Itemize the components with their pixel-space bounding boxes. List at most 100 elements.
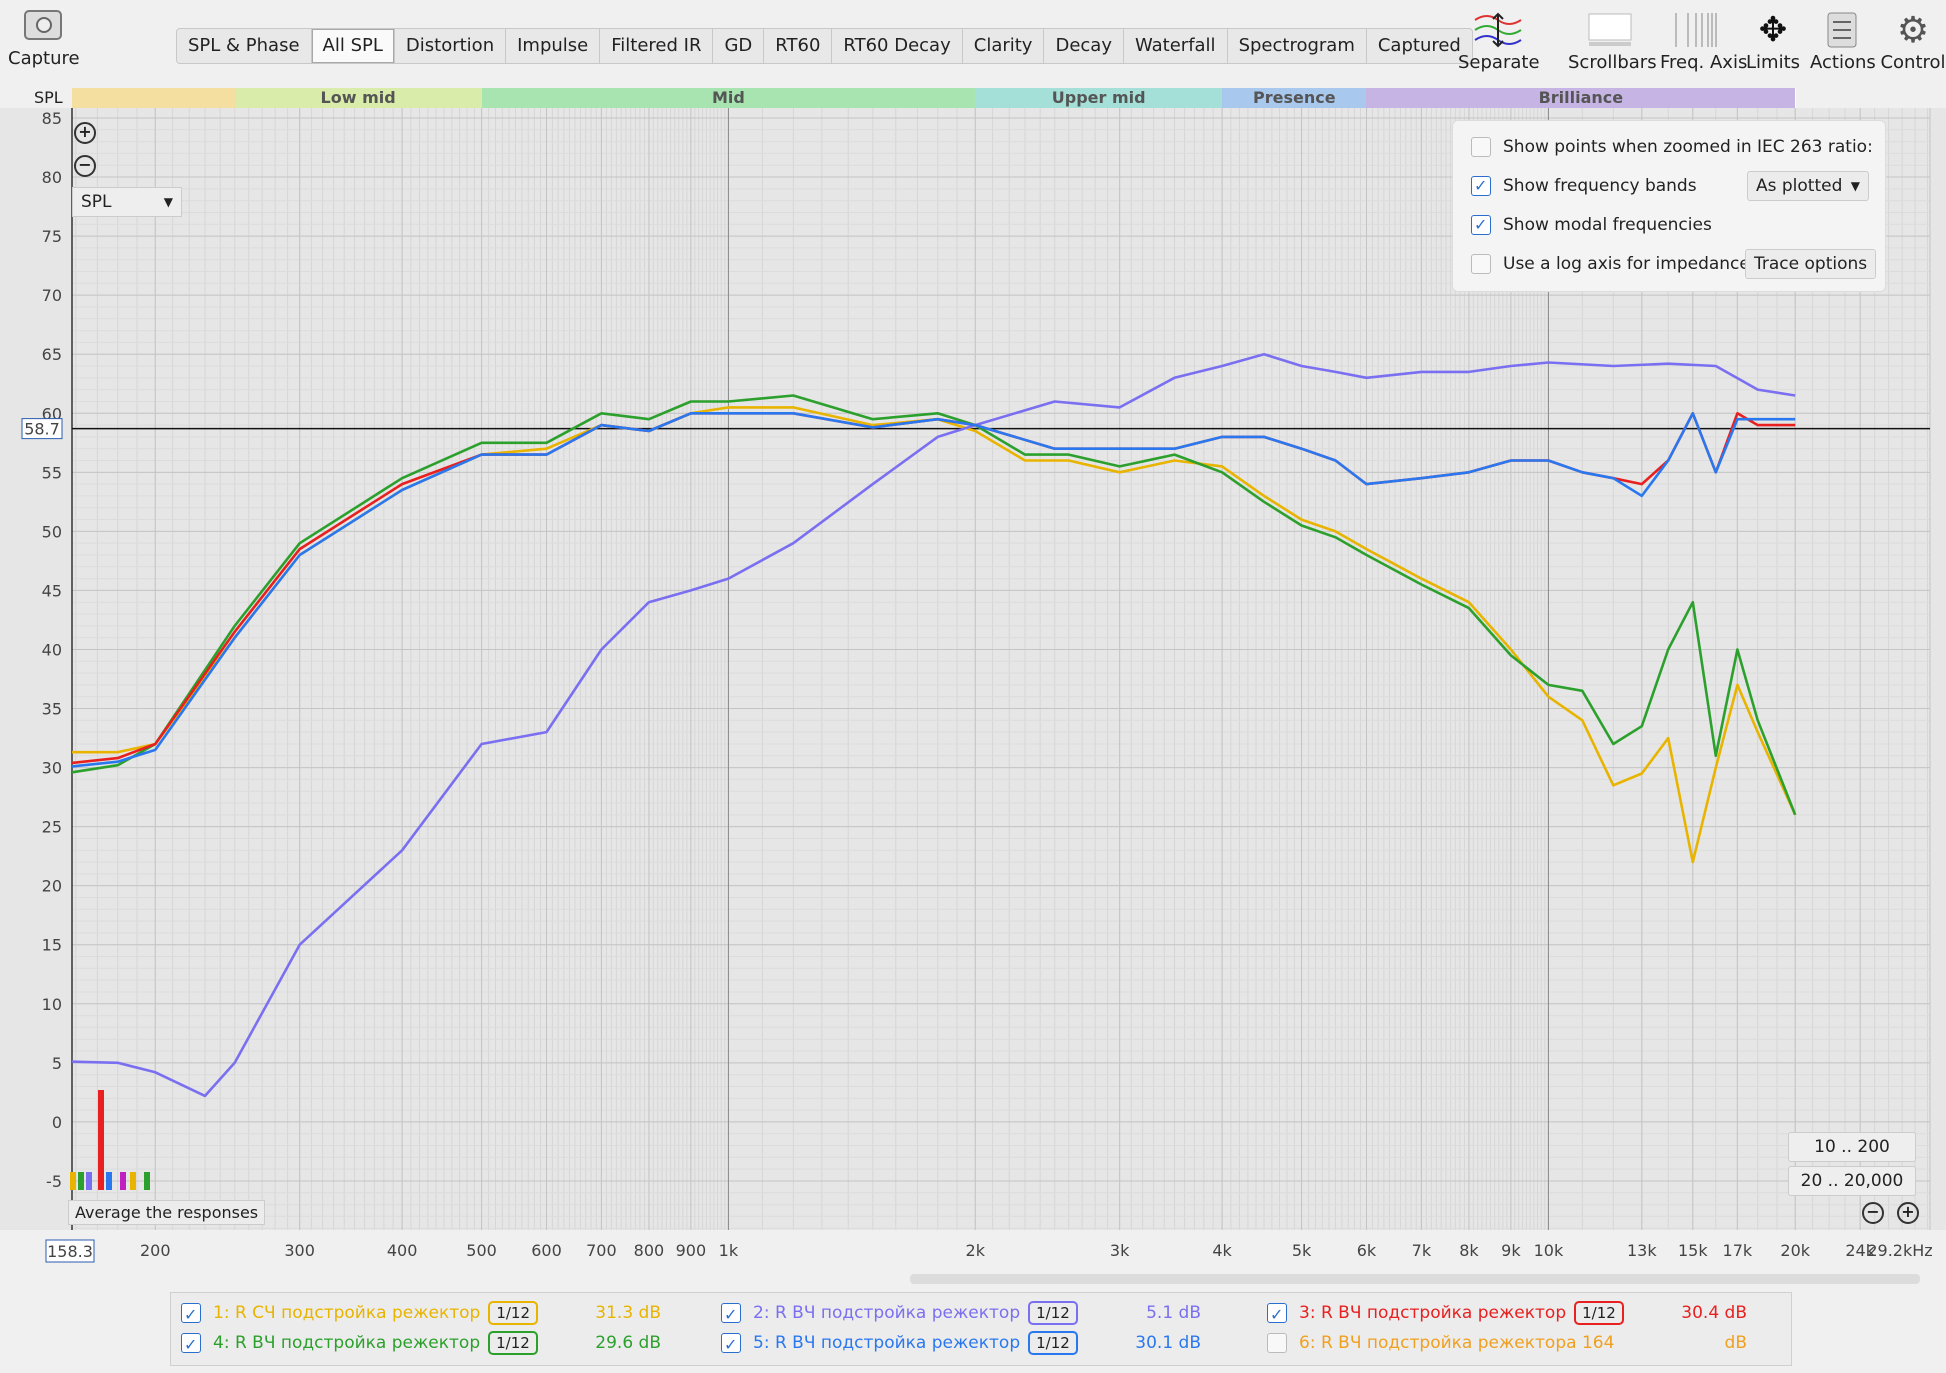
zoom-out-icon[interactable]: − (74, 155, 96, 177)
legend-label: 4: R ВЧ подстройка режектор (213, 1333, 481, 1353)
cursor-level-label: 58.7 (24, 420, 60, 439)
y-tick-label: 25 (42, 818, 62, 837)
range-preset-full[interactable]: 20 .. 20,000 (1788, 1166, 1916, 1196)
horizontal-scrollbar[interactable] (910, 1274, 1920, 1284)
legend-checkbox[interactable] (721, 1301, 741, 1329)
y-tick-label: 50 (42, 522, 62, 541)
show-bands-option[interactable]: Show frequency bands (1471, 174, 1697, 198)
scrollbars-label: Scrollbars (1568, 52, 1657, 73)
legend-label: 1: R СЧ подстройка режектор (213, 1303, 481, 1323)
limits-button[interactable]: ✥ Limits (1744, 8, 1802, 73)
zoom-out-icon[interactable]: − (1862, 1202, 1884, 1224)
spl-dropdown-value: SPL (81, 192, 112, 212)
separate-label: Separate (1458, 52, 1540, 73)
tab-decay[interactable]: Decay (1044, 29, 1124, 63)
tab-waterfall[interactable]: Waterfall (1124, 29, 1228, 63)
y-tick-label: 55 (42, 463, 62, 482)
capture-button[interactable]: Capture (8, 10, 80, 69)
legend-item[interactable]: 5: R ВЧ подстройка режектор 1/12 (721, 1329, 1086, 1359)
distribution-bar (144, 1172, 150, 1190)
band-5: Brilliance (1366, 88, 1797, 108)
iec-ratio-value: As plotted (1756, 176, 1843, 196)
tab-rt60-decay[interactable]: RT60 Decay (832, 29, 963, 63)
smoothing-badge[interactable]: 1/12 (488, 1331, 538, 1355)
legend-value: 30.1 dB (1135, 1333, 1201, 1353)
y-tick-label: 5 (52, 1054, 62, 1073)
x-tick-label: 600 (531, 1241, 562, 1260)
x-tick-label: 800 (634, 1241, 665, 1260)
y-tick-label: 30 (42, 759, 62, 778)
show-points-checkbox[interactable] (1471, 137, 1491, 157)
x-tick-label: 24k (1845, 1241, 1875, 1260)
legend-item[interactable]: 1: R СЧ подстройка режектор 1/12 (181, 1299, 546, 1329)
freq-axis-button[interactable]: Freq. Axis (1660, 8, 1747, 73)
y-tick-label: -5 (46, 1172, 62, 1191)
legend-item[interactable]: 6: R ВЧ подстройка режектора 164 (1267, 1329, 1614, 1357)
tab-impulse[interactable]: Impulse (506, 29, 601, 63)
log-impedance-checkbox[interactable] (1471, 254, 1491, 274)
control-button[interactable]: ⚙ Control (1880, 8, 1946, 74)
tab-filtered-ir[interactable]: Filtered IR (600, 29, 714, 63)
series-line[interactable] (71, 352, 1796, 1098)
legend-item[interactable]: 4: R ВЧ подстройка режектор 1/12 (181, 1329, 546, 1359)
x-tick-label: 20k (1780, 1241, 1810, 1260)
show-bands-checkbox[interactable] (1471, 174, 1491, 198)
tab-gd[interactable]: GD (713, 29, 765, 63)
show-modal-option[interactable]: Show modal frequencies (1471, 213, 1712, 237)
legend-checkbox[interactable] (181, 1301, 201, 1329)
y-tick-label: 20 (42, 877, 62, 896)
range-preset-low[interactable]: 10 .. 200 (1788, 1132, 1916, 1162)
legend-checkbox[interactable] (1267, 1333, 1287, 1353)
toolbar: Capture SPL & Phase All SPL Distortion I… (0, 0, 1946, 90)
show-points-label: Show points when zoomed in (1503, 137, 1752, 157)
legend-item[interactable]: 3: R ВЧ подстройка режектор 1/12 (1267, 1299, 1632, 1329)
x-tick-label: 900 (676, 1241, 707, 1260)
y-tick-label: 75 (42, 227, 62, 246)
tab-clarity[interactable]: Clarity (963, 29, 1045, 63)
tab-captured[interactable]: Captured (1377, 35, 1461, 56)
tab-rt60[interactable]: RT60 (764, 29, 833, 63)
actions-button[interactable]: Actions (1810, 8, 1876, 73)
tab-spl-phase[interactable]: SPL & Phase (177, 29, 312, 63)
series-line[interactable] (71, 394, 1797, 816)
legend-checkbox[interactable] (1267, 1301, 1287, 1329)
smoothing-badge[interactable]: 1/12 (1028, 1301, 1078, 1325)
freq-axis-label: Freq. Axis (1660, 52, 1748, 73)
series-line[interactable] (71, 411, 1796, 768)
zoom-in-icon[interactable]: + (74, 122, 96, 144)
smoothing-badge[interactable]: 1/12 (1028, 1331, 1078, 1355)
band-2: Mid (481, 88, 977, 108)
x-tick-label: 9k (1501, 1241, 1521, 1260)
zoom-in-icon[interactable]: + (1897, 1202, 1919, 1224)
gear-icon: ⚙ (1896, 9, 1930, 51)
legend-label: 6: R ВЧ подстройка режектора 164 (1299, 1333, 1615, 1353)
smoothing-badge[interactable]: 1/12 (488, 1301, 539, 1325)
graph-tabs: SPL & Phase All SPL Distortion Impulse F… (176, 28, 1473, 64)
show-modal-checkbox[interactable] (1471, 213, 1491, 237)
tab-distortion[interactable]: Distortion (395, 29, 507, 63)
y-tick-label: 40 (42, 640, 62, 659)
tab-spectrogram[interactable]: Spectrogram (1228, 29, 1367, 63)
y-tick-label: 35 (42, 700, 62, 719)
iec-ratio-dropdown[interactable]: As plotted ▼ (1747, 171, 1869, 201)
y-tick-label: 85 (42, 109, 62, 128)
tab-all-spl[interactable]: All SPL (311, 29, 395, 63)
spl-chart[interactable]: 8580757065605550454035302520151050-5-102… (0, 108, 1946, 1288)
legend-checkbox[interactable] (721, 1331, 741, 1359)
spl-dropdown[interactable]: SPL ▼ (72, 187, 182, 217)
separate-button[interactable]: Separate (1458, 8, 1540, 73)
legend-value: 30.4 dB (1681, 1303, 1747, 1323)
x-tick-label: 2k (966, 1241, 986, 1260)
x-tick-label: 3k (1110, 1241, 1130, 1260)
distribution-bar (98, 1090, 104, 1190)
legend-checkbox[interactable] (181, 1331, 201, 1359)
smoothing-badge[interactable]: 1/12 (1574, 1301, 1624, 1325)
scrollbars-button[interactable]: Scrollbars (1568, 8, 1657, 73)
show-points-option[interactable]: Show points when zoomed in (1471, 135, 1752, 159)
legend-item[interactable]: 2: R ВЧ подстройка режектор 1/12 (721, 1299, 1086, 1329)
x-tick-label: 200 (140, 1241, 171, 1260)
log-impedance-option[interactable]: Use a log axis for impedance (1471, 252, 1750, 276)
y-tick-label: 0 (52, 1113, 62, 1132)
chevron-down-icon: ▼ (1850, 179, 1860, 193)
trace-options-button[interactable]: Trace options (1745, 249, 1877, 279)
